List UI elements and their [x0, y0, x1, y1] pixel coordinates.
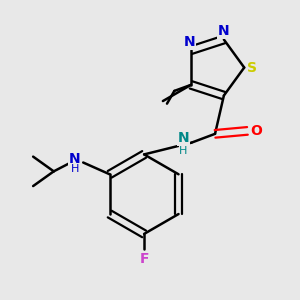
- Text: S: S: [247, 61, 256, 75]
- Text: N: N: [218, 24, 230, 38]
- Text: H: H: [179, 146, 188, 156]
- Text: O: O: [250, 124, 262, 138]
- Text: F: F: [140, 252, 149, 266]
- Text: N: N: [177, 131, 189, 145]
- Text: H: H: [71, 164, 79, 174]
- Text: N: N: [69, 152, 81, 166]
- Text: N: N: [184, 35, 195, 49]
